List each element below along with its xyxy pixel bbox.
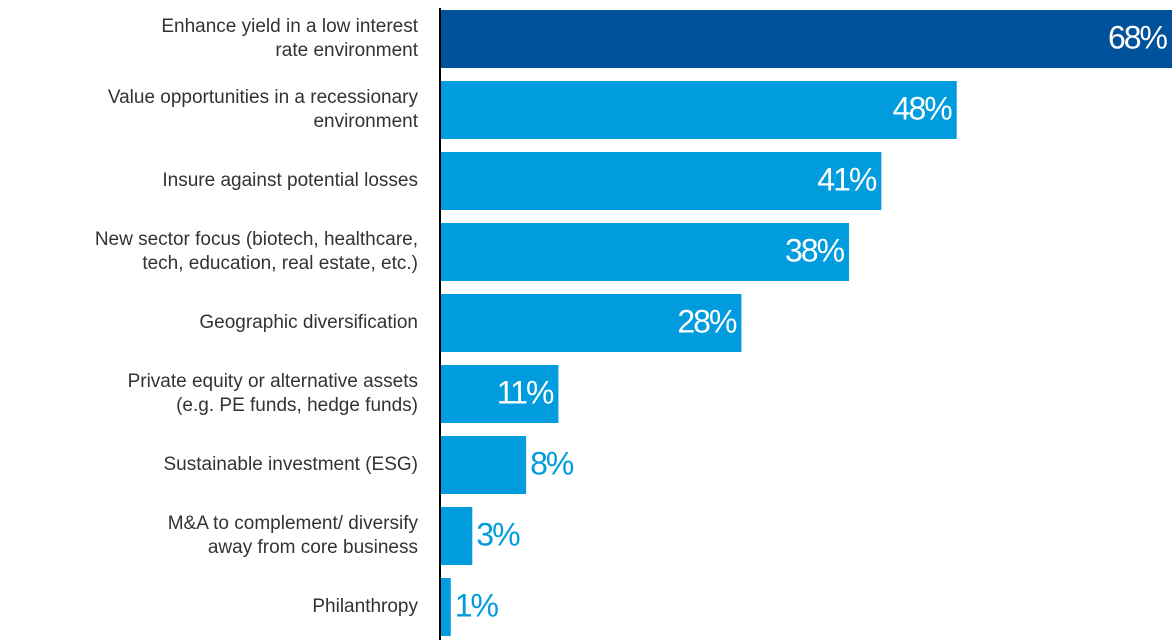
category-label: Philanthropy <box>312 596 418 617</box>
bars-layer <box>440 10 1172 636</box>
value-label: 68% <box>1108 19 1168 55</box>
bar <box>440 365 559 423</box>
bar <box>440 436 527 494</box>
category-label: Enhance yield in a low interest rate envi… <box>161 16 418 61</box>
value-label: 3% <box>476 516 520 552</box>
category-label: Sustainable investment (ESG) <box>163 454 418 475</box>
value-label: 48% <box>893 90 953 126</box>
value-label: 41% <box>817 161 877 197</box>
value-label: 11% <box>497 374 554 410</box>
value-label: 28% <box>677 303 737 339</box>
bar <box>440 223 850 281</box>
category-label: M&A to complement/ diversify away from co… <box>168 513 419 558</box>
bar <box>440 294 742 352</box>
bar <box>440 10 1172 68</box>
bar <box>440 578 451 636</box>
category-label: Value opportunities in a recessionary env… <box>108 87 419 132</box>
bar <box>440 152 882 210</box>
bar <box>440 81 957 139</box>
category-label: Insure against potential losses <box>162 170 418 191</box>
category-label: Private equity or alternative assets (e.g… <box>128 371 418 416</box>
category-label: Geographic diversification <box>199 312 418 333</box>
value-label: 8% <box>530 445 574 481</box>
value-label: 1% <box>455 587 499 623</box>
bar <box>440 507 473 565</box>
category-labels-layer: Enhance yield in a low interest rate envi… <box>95 16 419 617</box>
value-label: 38% <box>785 232 845 268</box>
value-labels-layer: 68% 48% 41% 38% 28% 11% 8% 3% 1% <box>455 19 1170 623</box>
category-label: New sector focus (biotech, healthcare, te… <box>95 229 418 274</box>
